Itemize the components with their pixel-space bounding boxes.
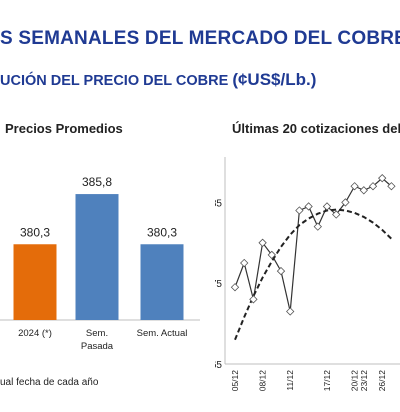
price-point [359,186,368,195]
price-point [286,307,295,316]
subtitle-unit: (¢US$/Lb.) [232,70,317,89]
price-point [368,182,378,191]
x-tick-label: 23/12 [359,370,369,392]
bar-category-label: Pasada [81,341,114,352]
bar-value-label: 380,3 [20,225,50,239]
x-tick-label: 26/12 [377,370,387,392]
price-point [276,266,286,276]
bar [75,194,119,320]
price-point [341,198,350,207]
price-point [304,202,313,211]
bar-value-label: 380,3 [147,225,177,239]
subtitle-text: UCIÓN DEL PRECIO DEL COBRE [0,73,229,89]
bar-value-label: 385,8 [82,175,112,189]
y-tick-label: 365 [215,360,222,371]
price-point [350,182,359,191]
price-point [249,295,258,304]
price-point [387,182,396,191]
price-point [322,202,332,211]
bar [140,244,184,320]
bar-chart-title: Precios Promedios [5,121,123,136]
price-point [295,206,304,215]
y-tick-label: 385 [215,198,222,209]
price-point [258,238,267,247]
y-tick-label: 375 [215,279,222,290]
x-tick-label: 05/12 [230,370,240,392]
price-point [230,283,240,292]
bar-category-label: Sem. [86,328,108,339]
price-point [313,222,322,231]
bar-category-label: Sem. Actual [137,328,188,339]
price-line [234,177,392,312]
x-tick-label: 17/12 [322,370,332,392]
bar [13,244,57,320]
x-tick-label: 08/12 [258,370,268,392]
report-subtitle: UCIÓN DEL PRECIO DEL COBRE (¢US$/Lb.) [0,70,316,90]
x-tick-label: 20/12 [350,370,360,392]
price-point [378,173,387,183]
x-tick-label: 11/12 [285,370,295,391]
footnote: ual fecha de cada año [0,377,99,388]
price-point [267,250,276,260]
report-title: S SEMANALES DEL MERCADO DEL COBRE [0,28,400,49]
bar-chart: 380,3 2024 (*) 385,8 Sem. Pasada 380,3 Sem. Ac… [0,175,200,352]
trend-line [234,208,393,341]
price-point [240,258,249,268]
line-chart-title: Últimas 20 cotizaciones del [232,121,400,136]
bar-category-label: 2024 (*) [18,328,52,339]
price-point [332,210,341,219]
